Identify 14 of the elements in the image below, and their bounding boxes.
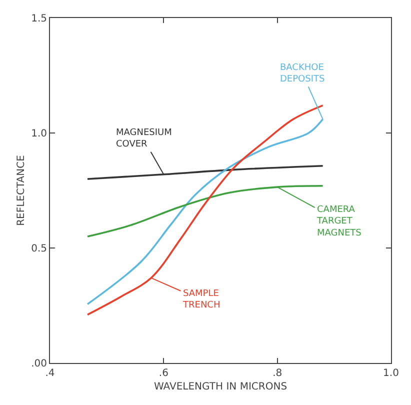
y-axis-title: REFLECTANCE (16, 155, 28, 226)
y-tick-label: 1.5 (31, 14, 47, 24)
x-tick-label: .4 (45, 368, 55, 379)
text: SAMPLE TRENCH (182, 289, 220, 311)
y-tick-label: .00 (31, 358, 47, 370)
y-tick-label: 0.5 (31, 244, 47, 254)
text: BACKHOE DEPOSITS (280, 63, 325, 85)
x-tick-label: .6 (158, 368, 168, 379)
y-tick-label: 1.0 (31, 128, 47, 140)
text: CAMERA TARGET MAGNETS (316, 205, 362, 238)
x-tick-label: 1.0 (383, 368, 399, 379)
text: MAGNESIUM COVER (116, 128, 172, 150)
x-axis-title: WAVELENGTH IN MICRONS (154, 382, 288, 392)
x-tick-label: .8 (272, 368, 282, 379)
